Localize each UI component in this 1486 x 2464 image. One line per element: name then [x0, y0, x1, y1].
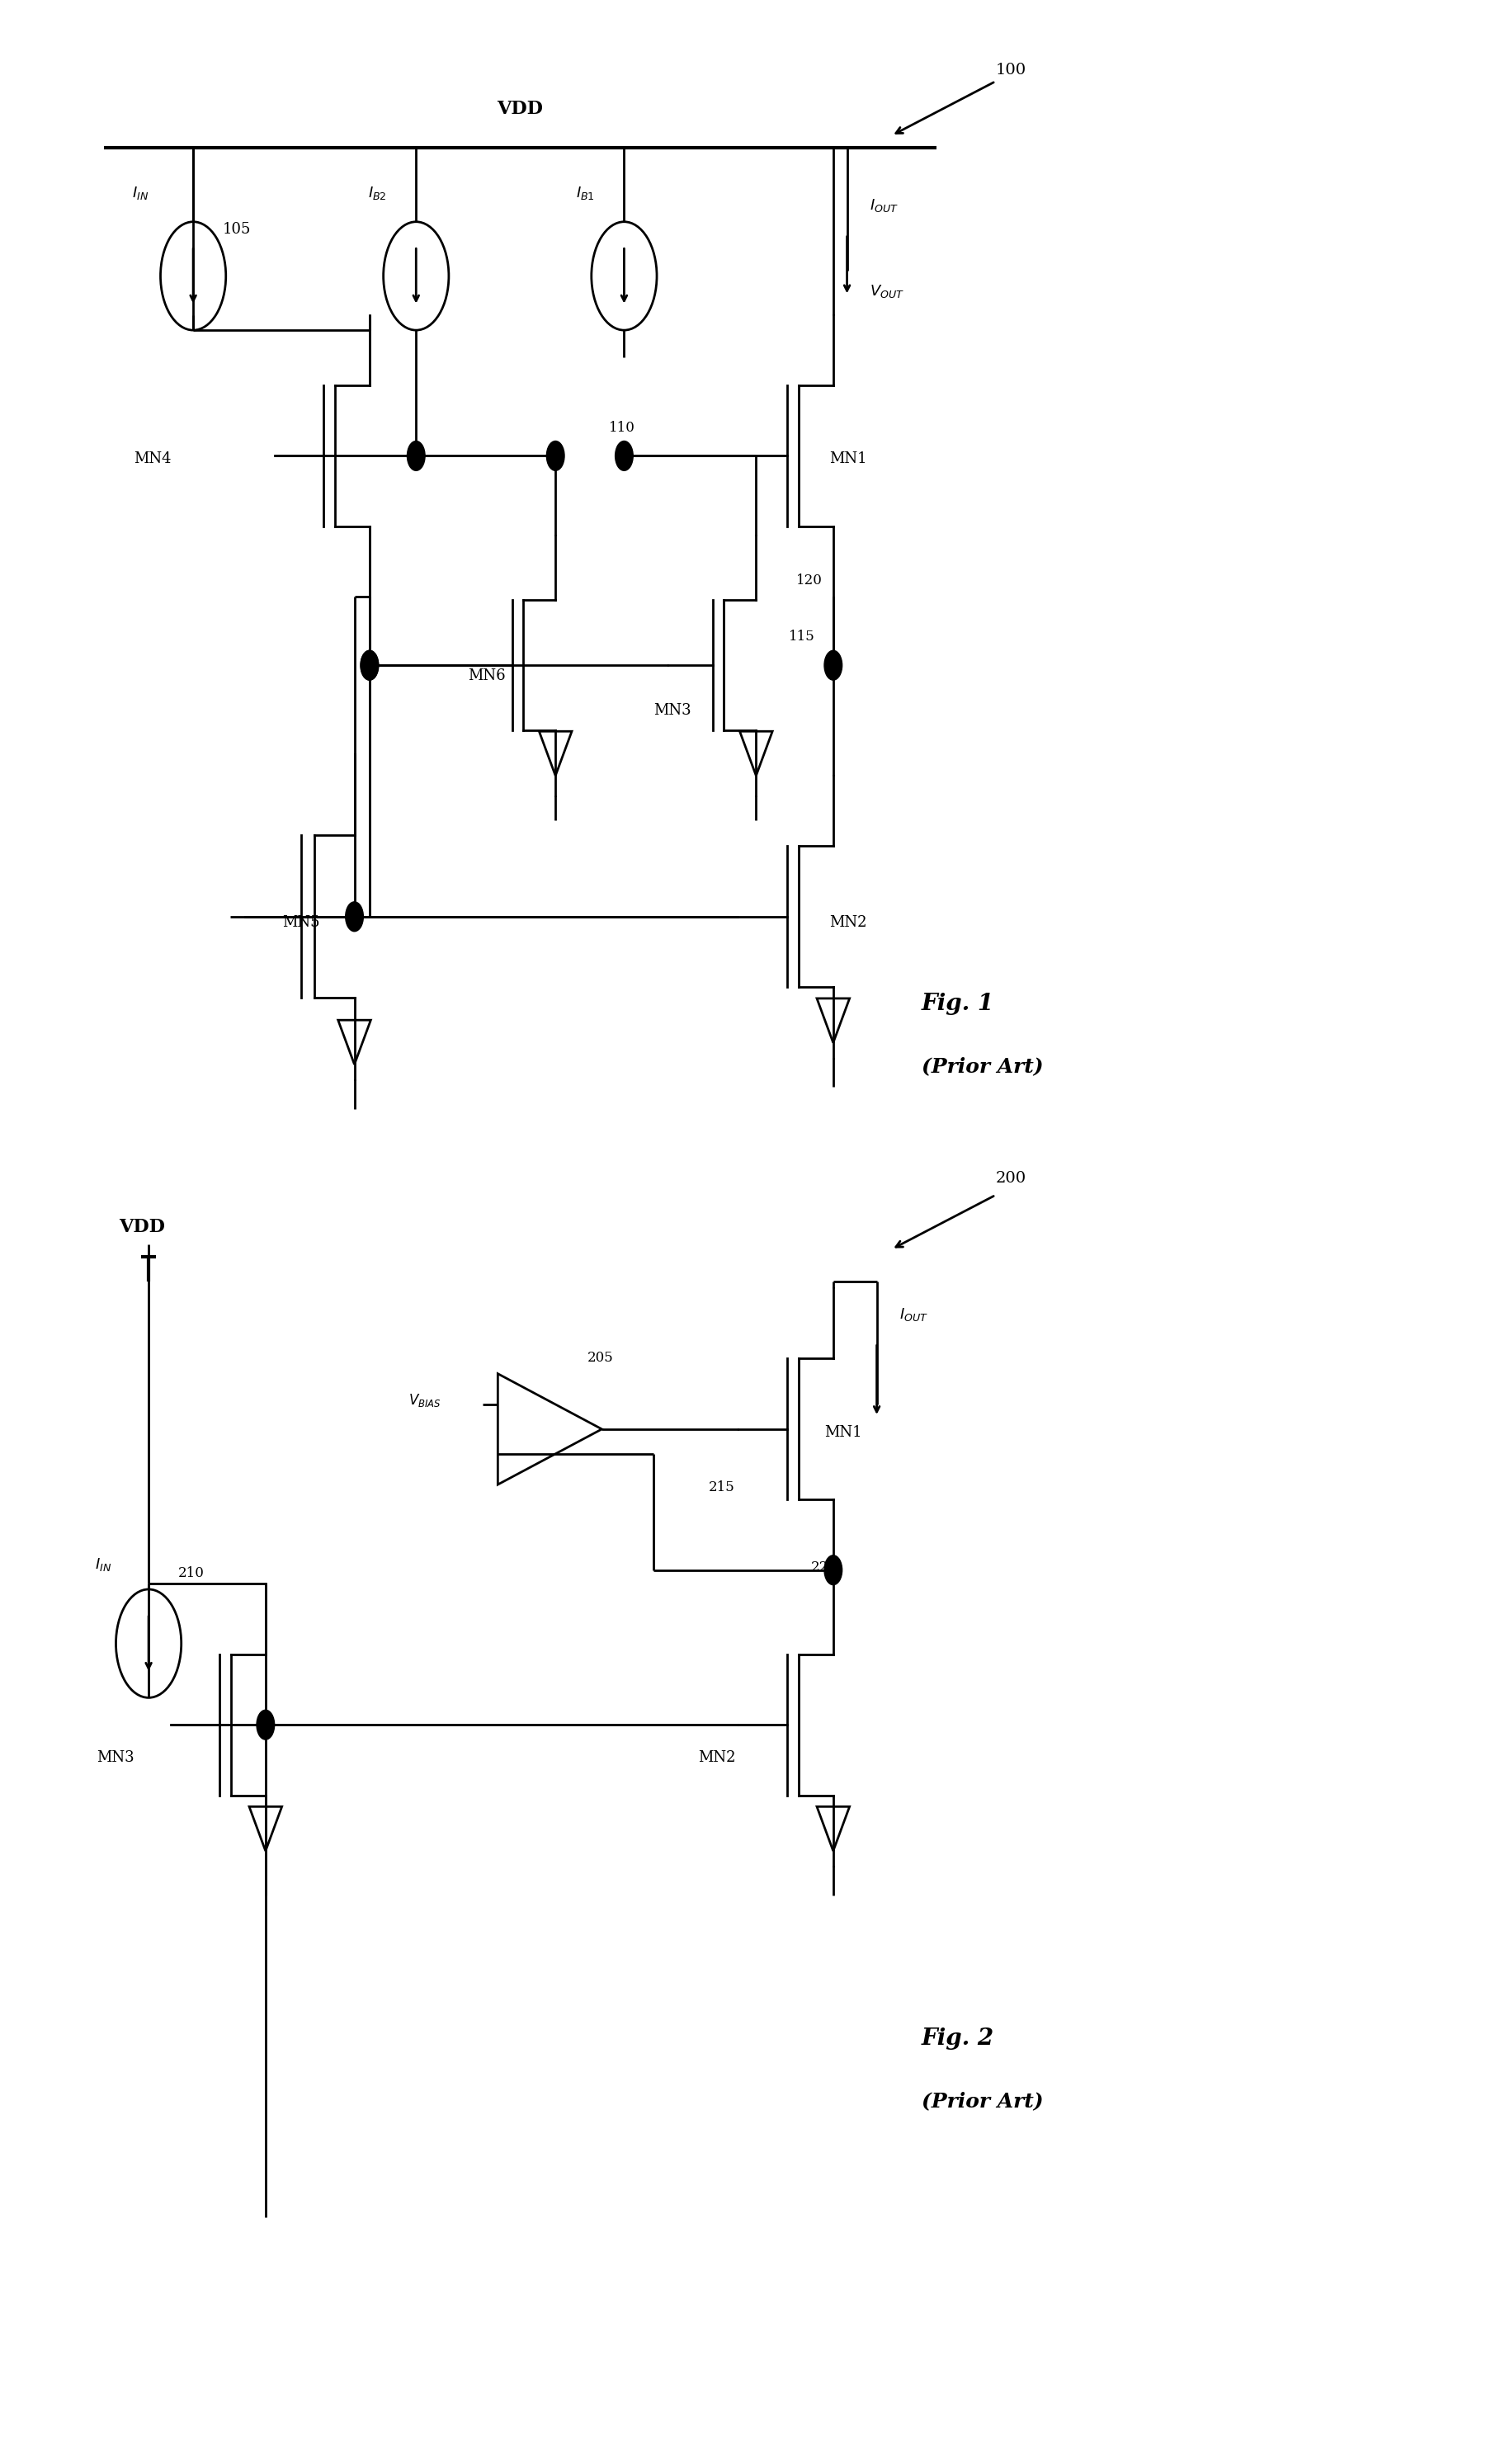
- Text: MN2: MN2: [829, 914, 866, 929]
- Text: MN3: MN3: [97, 1749, 134, 1764]
- Circle shape: [361, 650, 379, 680]
- Circle shape: [345, 902, 363, 931]
- Text: $I_{OUT}$: $I_{OUT}$: [899, 1306, 927, 1323]
- Text: $I_{IN}$: $I_{IN}$: [95, 1557, 111, 1572]
- Circle shape: [825, 1555, 843, 1584]
- Text: 110: 110: [609, 421, 636, 434]
- Text: 210: 210: [178, 1567, 205, 1579]
- Text: VDD: VDD: [496, 101, 544, 118]
- Text: 200: 200: [996, 1170, 1027, 1185]
- Text: MN1: MN1: [825, 1424, 862, 1439]
- Text: 215: 215: [709, 1481, 736, 1493]
- Text: $V_{OUT}$: $V_{OUT}$: [869, 283, 903, 301]
- Text: 120: 120: [796, 574, 822, 589]
- Text: $V_{BIAS}$: $V_{BIAS}$: [409, 1392, 441, 1409]
- Text: MN1: MN1: [829, 451, 866, 466]
- Text: MN6: MN6: [468, 668, 505, 683]
- Circle shape: [825, 650, 843, 680]
- Text: MN3: MN3: [654, 702, 691, 717]
- Text: 100: 100: [996, 62, 1027, 76]
- Circle shape: [615, 441, 633, 471]
- Text: (Prior Art): (Prior Art): [921, 1057, 1043, 1077]
- Circle shape: [257, 1710, 275, 1740]
- Text: Fig. 2: Fig. 2: [921, 2028, 994, 2050]
- Circle shape: [407, 441, 425, 471]
- Text: 105: 105: [223, 222, 251, 237]
- Text: $I_{B1}$: $I_{B1}$: [575, 185, 594, 202]
- Text: (Prior Art): (Prior Art): [921, 2092, 1043, 2112]
- Text: VDD: VDD: [119, 1217, 165, 1237]
- Text: $I_{IN}$: $I_{IN}$: [132, 185, 149, 202]
- Text: 205: 205: [587, 1350, 614, 1365]
- Text: $I_{B2}$: $I_{B2}$: [367, 185, 386, 202]
- Text: $I_{OUT}$: $I_{OUT}$: [869, 197, 898, 214]
- Text: 115: 115: [789, 631, 814, 643]
- Text: 220: 220: [811, 1560, 837, 1574]
- Text: MN5: MN5: [282, 914, 319, 929]
- Circle shape: [361, 650, 379, 680]
- Circle shape: [547, 441, 565, 471]
- Text: MN4: MN4: [134, 451, 171, 466]
- Text: MN2: MN2: [698, 1749, 736, 1764]
- Text: Fig. 1: Fig. 1: [921, 993, 994, 1015]
